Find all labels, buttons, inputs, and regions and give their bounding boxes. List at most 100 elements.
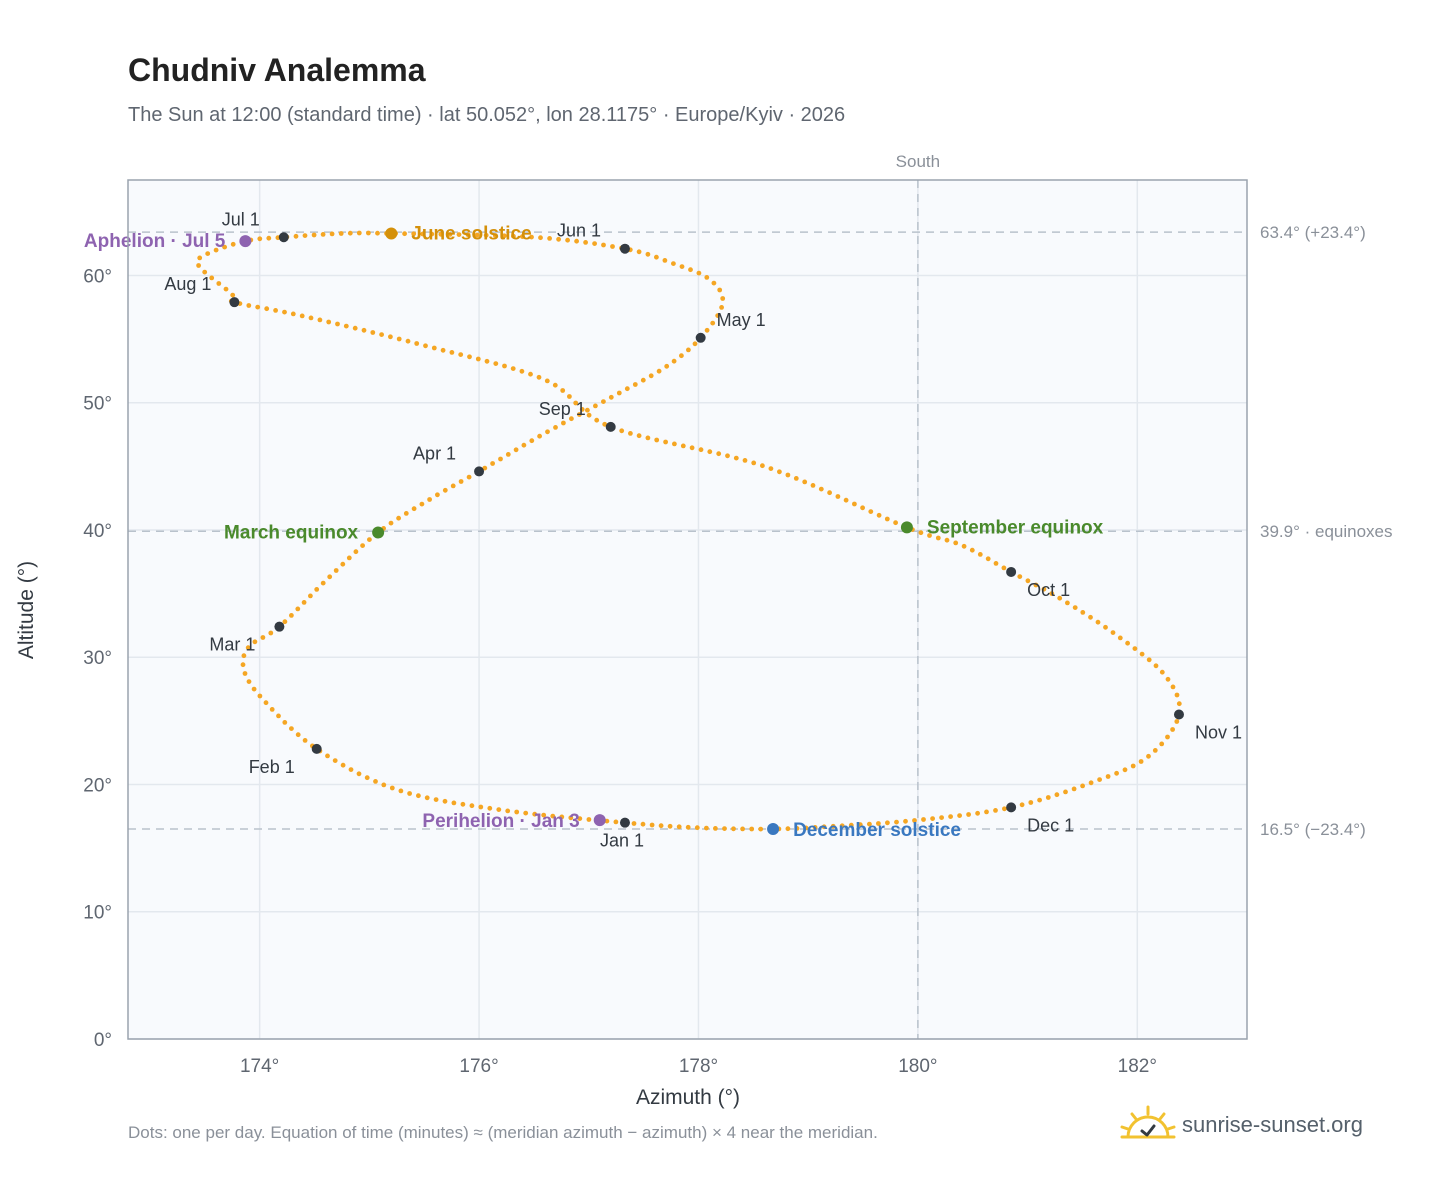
day-dot xyxy=(685,824,691,830)
month-marker-label: Apr 1 xyxy=(413,443,456,463)
day-dot xyxy=(903,818,908,824)
special-marker-label: Aphelion · Jul 5 xyxy=(84,231,226,252)
day-dot xyxy=(493,361,499,366)
day-dot xyxy=(416,793,421,799)
day-dot xyxy=(466,474,472,480)
day-dot xyxy=(785,826,791,832)
day-dot xyxy=(984,809,989,815)
day-dot xyxy=(583,240,588,245)
day-dot xyxy=(252,639,258,645)
day-dot xyxy=(918,530,924,536)
day-dot xyxy=(884,516,890,522)
day-dot xyxy=(1017,574,1023,579)
day-dot xyxy=(602,421,608,427)
day-dot xyxy=(552,382,558,388)
day-dot xyxy=(742,458,748,463)
day-dot xyxy=(346,555,352,561)
day-dot xyxy=(216,281,222,286)
day-dot xyxy=(645,435,651,441)
day-dot xyxy=(559,814,565,820)
day-dot xyxy=(352,325,358,331)
day-dot xyxy=(1114,770,1119,776)
day-dot xyxy=(360,543,365,548)
special-marker-label: Perihelion · Jan 3 xyxy=(422,811,579,832)
day-dot xyxy=(242,671,248,676)
day-dot xyxy=(1125,640,1130,646)
month-marker xyxy=(474,466,485,477)
day-dot xyxy=(375,230,380,236)
day-dot xyxy=(1001,565,1007,571)
day-dot xyxy=(969,547,975,553)
day-dot xyxy=(396,336,402,342)
day-dot xyxy=(835,494,841,499)
day-dot xyxy=(868,509,874,514)
day-dot xyxy=(722,826,727,831)
month-marker-label: Mar 1 xyxy=(209,635,255,655)
day-dot xyxy=(1072,605,1078,610)
day-dot xyxy=(502,363,507,369)
day-dot xyxy=(648,373,654,379)
day-dot xyxy=(1065,600,1070,606)
day-dot xyxy=(1057,595,1063,601)
day-dot xyxy=(640,821,646,827)
day-dot xyxy=(197,255,203,261)
day-dot xyxy=(411,231,417,237)
day-dot xyxy=(1174,719,1180,724)
day-dot xyxy=(308,593,313,599)
day-dot xyxy=(680,443,686,449)
day-dot xyxy=(289,613,294,618)
day-dot xyxy=(662,258,668,263)
day-dot xyxy=(985,556,991,562)
meridian-label: South xyxy=(896,152,940,171)
day-dot xyxy=(654,437,660,443)
day-dot xyxy=(927,533,932,538)
day-dot xyxy=(672,441,677,447)
day-dot xyxy=(537,433,542,439)
special-marker-label: December solstice xyxy=(793,820,961,841)
day-dot xyxy=(586,817,592,822)
day-dot xyxy=(431,345,437,351)
day-dot xyxy=(1071,786,1077,792)
day-dot xyxy=(340,561,346,567)
special-marker xyxy=(767,823,780,836)
day-dot xyxy=(664,363,670,369)
day-dot xyxy=(326,319,332,325)
special-marker xyxy=(900,521,913,534)
day-dot xyxy=(1002,806,1007,812)
day-dot xyxy=(601,242,606,248)
x-tick-label: 178° xyxy=(679,1056,718,1077)
day-dot xyxy=(649,822,655,828)
day-dot xyxy=(268,630,274,636)
day-dot xyxy=(343,323,349,329)
day-dot xyxy=(492,233,498,238)
day-dot xyxy=(692,341,698,347)
day-dot xyxy=(717,287,723,293)
day-dot xyxy=(230,241,236,247)
day-dot xyxy=(1063,789,1068,795)
day-dot xyxy=(921,817,926,822)
day-dot xyxy=(521,442,527,448)
day-dot xyxy=(830,823,836,829)
day-dot xyxy=(293,233,299,239)
day-dot xyxy=(245,645,251,651)
day-dot xyxy=(505,808,511,814)
day-dot xyxy=(948,814,953,819)
brand-logo[interactable]: sunrise-sunset.org xyxy=(1120,1100,1363,1150)
y-tick-label: 20° xyxy=(83,775,112,796)
day-dot xyxy=(794,826,800,831)
special-marker xyxy=(372,526,385,539)
month-marker xyxy=(1173,709,1184,720)
y-tick-label: 40° xyxy=(83,521,112,542)
day-dot xyxy=(450,483,456,489)
day-dot xyxy=(867,821,872,827)
day-dot xyxy=(777,469,782,475)
day-dot xyxy=(223,286,229,292)
month-marker xyxy=(229,297,240,308)
day-dot xyxy=(1080,610,1086,615)
special-marker-label: March equinox xyxy=(224,523,359,544)
day-dot xyxy=(519,368,525,374)
x-tick-label: 176° xyxy=(459,1056,498,1077)
day-dot xyxy=(255,304,261,310)
month-marker xyxy=(1006,802,1017,813)
day-dot xyxy=(302,738,308,743)
